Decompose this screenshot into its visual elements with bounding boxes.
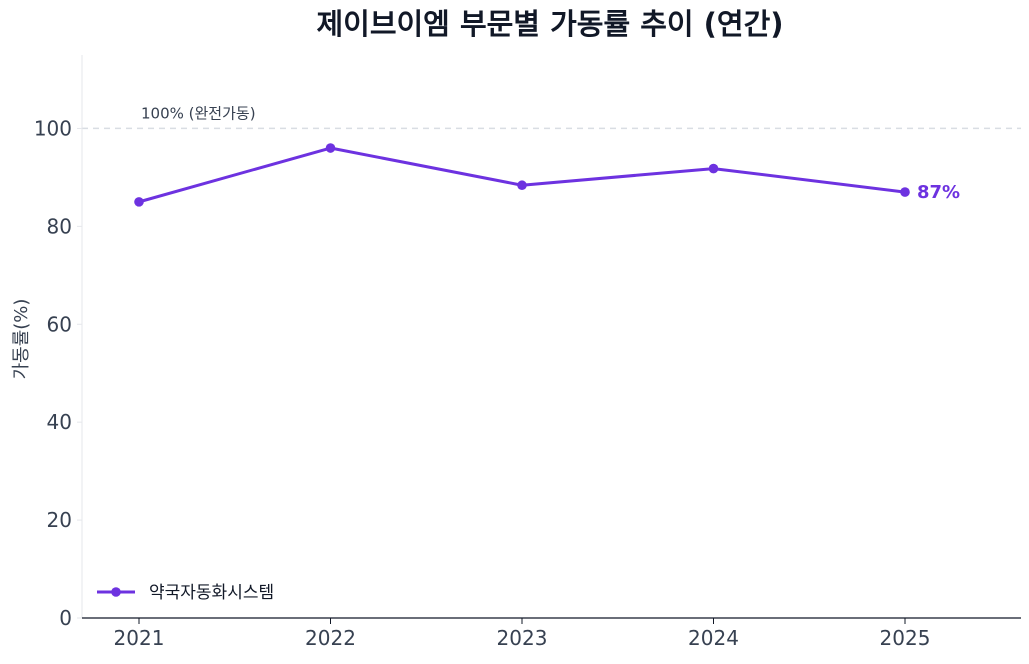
y-tick-label: 80: [47, 214, 72, 238]
legend: 약국자동화시스템: [97, 583, 274, 603]
data-point: [900, 187, 910, 197]
series-line: [137, 146, 907, 204]
x-tick-label: 2024: [688, 626, 739, 650]
end-value-label: 87%: [917, 182, 960, 203]
data-point: [708, 163, 719, 174]
axes-layer: 0 20 40 60 80 100 2021 2022 2023 2024 2025: [34, 55, 1021, 650]
x-tick-label: 2021: [114, 626, 165, 650]
labels-layer: 87%: [917, 182, 960, 203]
data-point: [325, 143, 336, 153]
data-point: [134, 197, 144, 207]
y-axis-label: 가동률(%): [11, 299, 32, 380]
x-tick-label: 2025: [880, 626, 931, 650]
chart-title: 제이브이엠 부문별 가동률 추이 (연간): [316, 7, 783, 41]
reference-layer: 100% (완전가동): [82, 104, 1021, 130]
y-tick-label: 100: [34, 116, 72, 140]
x-tick-label: 2022: [305, 626, 356, 650]
x-tick-label: 2023: [497, 626, 548, 650]
y-tick-label: 40: [47, 410, 72, 434]
legend-label: 약국자동화시스템: [149, 583, 274, 603]
y-tick-label: 20: [47, 508, 72, 532]
reference-line-label: 100% (완전가동): [141, 104, 256, 122]
series-layer: [134, 143, 910, 207]
y-tick-label: 60: [47, 312, 72, 336]
y-tick-label: 0: [59, 606, 72, 630]
legend-marker-swatch: [111, 587, 121, 597]
data-point: [517, 180, 527, 191]
